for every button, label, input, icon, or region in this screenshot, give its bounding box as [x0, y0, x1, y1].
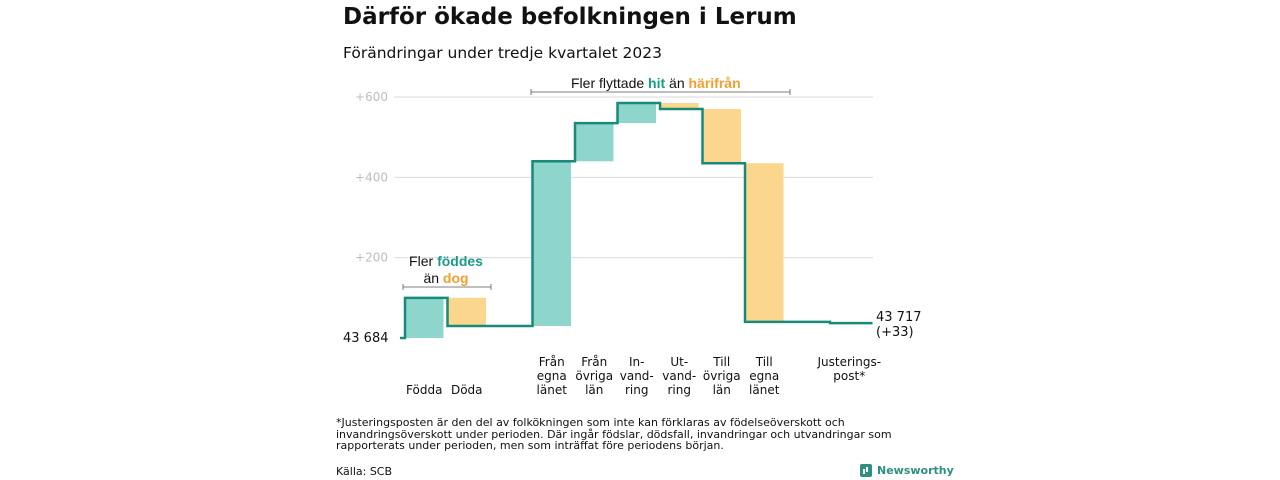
bar-Födda — [405, 297, 444, 338]
bar-Döda — [447, 297, 486, 326]
x-category-label: Från — [539, 355, 565, 369]
y-tick-label: +600 — [355, 90, 388, 104]
bar-Tillövrigalän — [702, 109, 741, 164]
bar-Tillegnalänet — [745, 163, 784, 322]
annotation-an: än — [423, 270, 440, 286]
x-category-label: post* — [833, 369, 865, 383]
x-category-label: Födda — [406, 383, 442, 397]
chart-title: Därför ökade befolkningen i Lerum — [343, 4, 797, 30]
cumulative-step-line — [400, 101, 873, 340]
x-category-label: vand- — [662, 369, 696, 383]
x-category-label: övriga — [575, 369, 613, 383]
x-category-label: län — [585, 383, 603, 397]
bar-Frånövrigalän — [575, 123, 614, 162]
annotation-an-2: än — [669, 75, 685, 91]
annotation-dog: dog — [442, 270, 469, 286]
x-category-label: övriga — [703, 369, 741, 383]
bar-Ut-vand-ring — [660, 103, 699, 110]
annotation-fler-flyttade: Fler flyttade — [571, 75, 645, 91]
annotation-harifran: härifrån — [688, 75, 741, 91]
x-category-label: egna — [749, 369, 779, 383]
x-category-label: Till — [712, 355, 730, 369]
footnote: *Justeringsposten är den del av folkökni… — [336, 416, 892, 452]
x-category-label: ring — [668, 383, 692, 397]
source-note: Källa: SCB — [336, 465, 393, 478]
annotation-hit: hit — [648, 75, 666, 91]
annotation-fler: Fler — [409, 253, 434, 269]
x-category-label: egna — [537, 369, 567, 383]
start-value-label: 43 684 — [343, 331, 389, 346]
bar-In-vand-ring — [617, 103, 656, 124]
births-deaths-annotation: Fler föddes än dog — [408, 253, 484, 287]
x-category-label: Döda — [451, 383, 483, 397]
x-category-label: ring — [625, 383, 649, 397]
x-category-label: Justerings- — [816, 355, 881, 369]
newsworthy-logo-text: Newsworthy — [877, 464, 954, 477]
x-category-label: Till — [755, 355, 773, 369]
newsworthy-logo: Newsworthy — [860, 464, 954, 477]
x-category-label: vand- — [620, 369, 654, 383]
x-category-label: Från — [581, 355, 607, 369]
x-category-label: In- — [629, 355, 644, 369]
migration-annotation: Fler flyttade hit än härifrån — [571, 75, 741, 92]
end-value-label: (+33) — [876, 325, 914, 340]
bar-Frånegnalänet — [532, 161, 571, 326]
x-category-label: län — [713, 383, 731, 397]
x-category-label: länet — [749, 383, 780, 397]
newsworthy-logo-icon — [860, 464, 872, 477]
x-category-label: länet — [537, 383, 568, 397]
end-value-label: 43 717 — [876, 310, 922, 325]
y-tick-label: +200 — [355, 251, 388, 265]
y-tick-label: +400 — [355, 170, 388, 184]
x-category-label: Ut- — [670, 355, 688, 369]
chart-subtitle: Förändringar under tredje kvartalet 2023 — [343, 44, 662, 62]
annotation-foddes: föddes — [437, 253, 483, 269]
